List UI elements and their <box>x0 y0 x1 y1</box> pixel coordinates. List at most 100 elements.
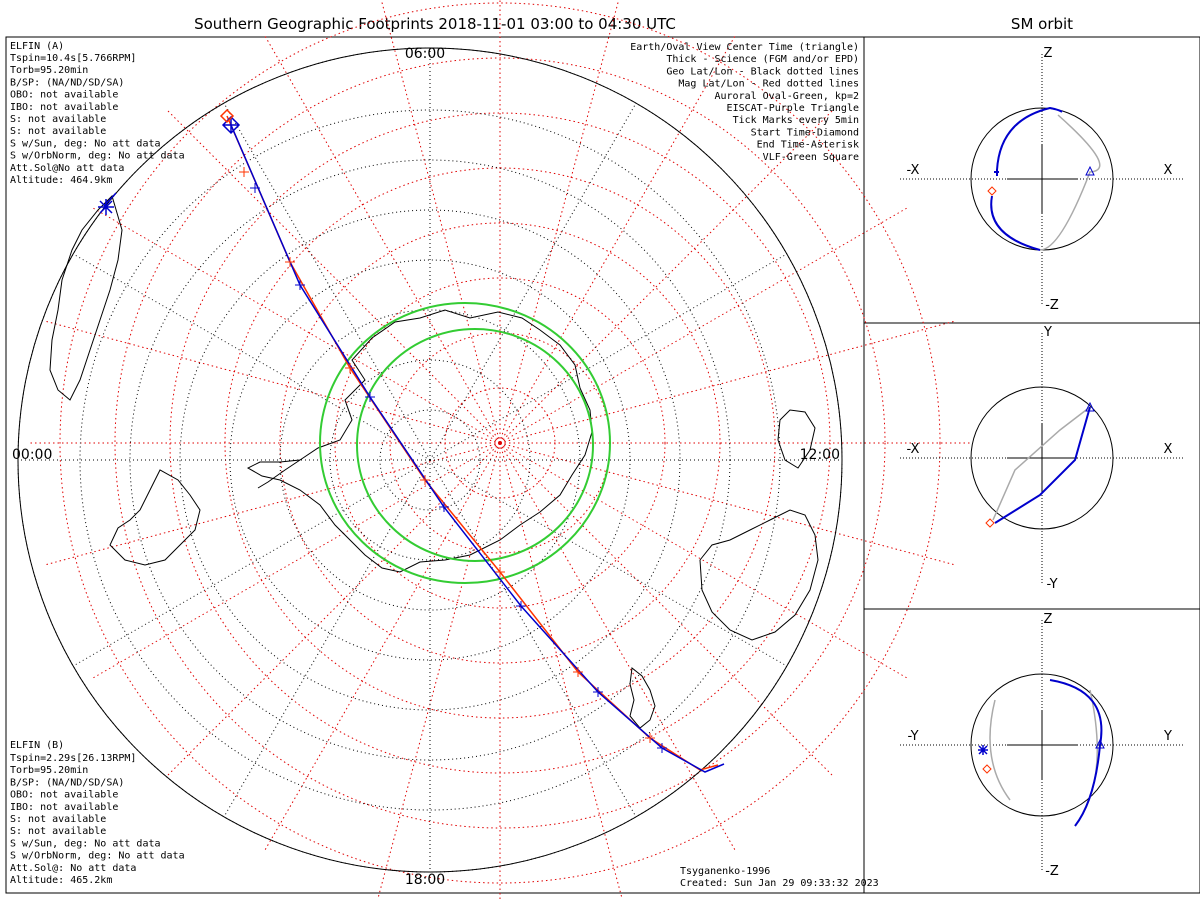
mag-lat-circle-7 <box>114 57 886 829</box>
elfin-a-info-line-3: B/SP: (NA/ND/SD/SA) <box>10 77 124 88</box>
elfin-b-info-line-8: S w/Sun, deg: No att data <box>10 838 161 849</box>
xy-axis-right: X <box>1164 442 1173 457</box>
elfin-a-end-asterisk <box>98 199 114 215</box>
mag-lon-line <box>45 442 501 566</box>
yz-start-marker <box>982 764 992 774</box>
xy-axis-left: -X <box>907 442 920 457</box>
geo-lon-line <box>429 459 788 667</box>
xy-start-marker <box>985 518 995 528</box>
mag-lon-line <box>499 442 623 898</box>
mag-lon-line <box>499 442 908 679</box>
legend-item-10: VLF-Green Square <box>763 152 859 163</box>
mag-lon-line <box>499 442 736 851</box>
yz-earth-circle <box>970 673 1114 817</box>
mag-lat-circle-8 <box>59 2 941 884</box>
legend-item-5: Auroral Oval-Green, kp=2 <box>715 91 860 102</box>
xy-orbit-gray <box>992 406 1091 521</box>
elfin-b-info-line-10: Att.Sol@: No att data <box>10 863 136 874</box>
mag-lat-circle-4 <box>279 222 721 664</box>
legend-item-3: Geo Lat/Lon - Black dotted lines <box>666 66 859 77</box>
legend-item-6: EISCAT-Purple Triangle <box>727 103 859 114</box>
elfin-a-name: ELFIN (A) <box>10 41 64 52</box>
map-boundary-circle <box>17 47 843 873</box>
geo-lat-circle-1 <box>379 409 481 511</box>
hour-label-06: 06:00 <box>405 46 445 62</box>
elfin-a-start-diamond <box>221 115 241 135</box>
africa-coastline <box>109 469 201 566</box>
geo-lon-line <box>223 459 431 818</box>
elfin-a-tick-5 <box>516 601 526 611</box>
mag-lon-line <box>92 442 501 679</box>
yz-panel-frame <box>863 608 1200 894</box>
elfin-b-tick-1 <box>239 167 249 177</box>
mag-lon-line <box>380 0 501 444</box>
polar-map: 06:00 00:00 12:00 18:00 <box>12 0 970 900</box>
elfin-a-info-line-2: Torb=95.20min <box>10 65 88 76</box>
elfin-b-info-line-4: OBO: not available <box>10 790 118 801</box>
model-label: Tsyganenko-1996 <box>680 866 770 877</box>
elfin-b-tick-6 <box>573 667 583 677</box>
footprint-tracks <box>98 108 725 773</box>
xy-view-triangle <box>1085 401 1095 412</box>
elfin-b-info-line-1: Tspin=2.29s[26.13RPM] <box>10 753 136 764</box>
elfin-b-tick-5 <box>495 567 505 577</box>
legend-item-4: Mag Lat/Lon - Red dotted lines <box>678 79 859 90</box>
mag-lon-line <box>377 442 501 898</box>
coastlines <box>49 195 819 729</box>
xy-orbit-blue <box>994 406 1091 524</box>
legend: Earth/Oval View Center Time (triangle)Th… <box>630 42 859 163</box>
elfin-b-info-lines: Tspin=2.29s[26.13RPM]Torb=95.20minB/SP: … <box>10 753 185 886</box>
xz-orbit-panel: -X X Z -Z <box>900 46 1185 313</box>
legend-item-9: End Time-Asterisk <box>757 140 859 151</box>
elfin-b-info-line-6: S: not available <box>10 814 106 825</box>
elfin-a-info-line-11: Altitude: 464.9km <box>10 175 112 186</box>
elfin-b-tick-3 <box>345 363 355 373</box>
elfin-a-info-line-1: Tspin=10.4s[5.766RPM] <box>10 53 136 64</box>
geo-lon-line <box>429 102 637 461</box>
elfin-a-tick-1 <box>250 183 260 193</box>
geo-lon-line <box>72 459 431 667</box>
xz-axis-right: X <box>1164 163 1173 178</box>
mag-lon-line <box>499 110 833 444</box>
geo-lon-line <box>223 102 431 461</box>
yz-view-triangle <box>1095 738 1105 749</box>
sm-orbit-title: SM orbit <box>1011 15 1073 33</box>
mag-lon-line <box>264 442 501 851</box>
yz-axis-right: Y <box>1163 729 1172 744</box>
xy-earth-circle <box>970 386 1114 530</box>
xz-axis-top: Z <box>1044 46 1053 61</box>
elfin-a-info-line-4: OBO: not available <box>10 90 118 101</box>
mag-lat-circle-3 <box>334 277 666 609</box>
geo-lat-circle-7 <box>79 109 781 811</box>
elfin-b-info-line-3: B/SP: (NA/ND/SD/SA) <box>10 777 124 788</box>
geo-lon-line <box>72 253 431 461</box>
hour-label-18: 18:00 <box>405 872 445 888</box>
mag-lon-line <box>499 0 620 444</box>
hour-label-12: 12:00 <box>800 447 840 463</box>
chart-title: Southern Geographic Footprints 2018-11-0… <box>194 15 676 33</box>
elfin-b-info-line-7: S: not available <box>10 826 106 837</box>
legend-item-2: Thick - Science (FGM and/or EPD) <box>666 54 859 65</box>
xz-view-triangle <box>1085 165 1095 176</box>
elfin-a-info-line-8: S w/Sun, deg: No att data <box>10 138 161 149</box>
legend-item-1: Earth/Oval View Center Time (triangle) <box>630 42 859 53</box>
mag-lon-line <box>499 320 955 444</box>
elfin-a-info: ELFIN (A) Tspin=10.4s[5.766RPM]Torb=95.2… <box>10 41 185 186</box>
xz-orbit-gray <box>1039 114 1101 251</box>
xy-orbit-panel: -X X Y -Y <box>900 325 1185 592</box>
geo-lon-line <box>429 459 637 818</box>
xz-orbit-blue <box>990 106 1063 251</box>
elfin-b-info: ELFIN (B) Tspin=2.29s[26.13RPM]Torb=95.2… <box>10 740 185 886</box>
xy-axis-top: Y <box>1043 325 1052 340</box>
yz-axis-left: -Y <box>907 729 918 744</box>
xy-axis-bottom: -Y <box>1046 577 1057 592</box>
xz-start-marker <box>987 186 997 196</box>
mag-lon-line <box>92 207 501 444</box>
elfin-a-info-line-9: S w/OrbNorm, deg: No att data <box>10 151 185 162</box>
yz-axis-top: Z <box>1044 612 1053 627</box>
mag-lon-line <box>499 35 736 444</box>
elfin-b-info-line-9: S w/OrbNorm, deg: No att data <box>10 851 185 862</box>
yz-orbit-blue <box>1049 679 1103 827</box>
geo-latlon-grid <box>17 47 843 873</box>
